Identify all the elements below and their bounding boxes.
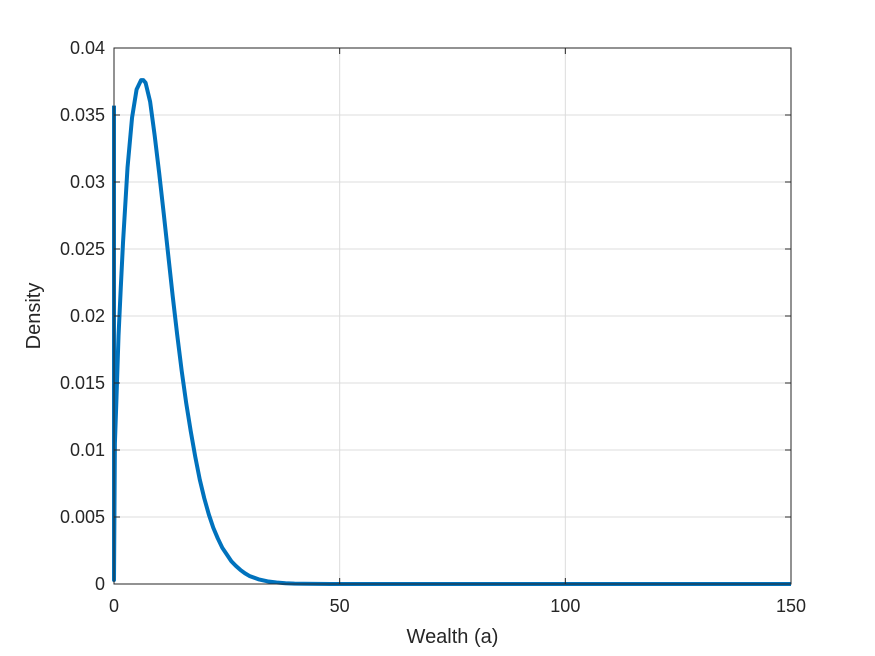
y-tick-label: 0 xyxy=(95,574,105,594)
y-tick-label: 0.02 xyxy=(70,306,105,326)
x-tick-label: 100 xyxy=(550,596,580,616)
x-tick-label: 150 xyxy=(776,596,806,616)
x-tick-label: 0 xyxy=(109,596,119,616)
y-tick-label: 0.04 xyxy=(70,38,105,58)
y-tick-label: 0.015 xyxy=(60,373,105,393)
y-tick-label: 0.005 xyxy=(60,507,105,527)
x-axis-label: Wealth (a) xyxy=(407,626,499,648)
y-tick-label: 0.01 xyxy=(70,440,105,460)
y-axis-label: Density xyxy=(23,283,45,350)
ticks: 0 50 100 150 0 0.005 0.01 0.015 0.02 0.025 0.03 0.0… xyxy=(60,38,806,616)
y-tick-label: 0.025 xyxy=(60,239,105,259)
y-tick-label: 0.03 xyxy=(70,172,105,192)
x-tick-label: 50 xyxy=(330,596,350,616)
y-tick-label: 0.035 xyxy=(60,105,105,125)
